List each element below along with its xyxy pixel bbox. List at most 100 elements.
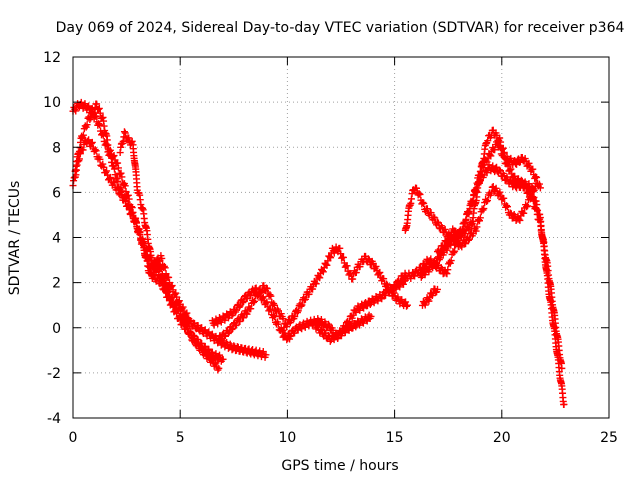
data-point	[445, 258, 453, 266]
data-point	[420, 199, 428, 207]
data-point	[491, 146, 499, 154]
data-point	[536, 210, 544, 218]
data-point	[534, 206, 542, 214]
data-point	[337, 250, 345, 258]
data-point	[345, 318, 353, 326]
data-point	[376, 268, 384, 276]
x-tick-label: 25	[600, 430, 618, 446]
data-point	[247, 305, 255, 313]
data-point	[352, 269, 360, 277]
data-point	[322, 260, 330, 268]
data-point	[230, 342, 238, 350]
data-point	[152, 267, 160, 275]
data-point	[423, 205, 431, 213]
data-point	[367, 312, 375, 320]
data-point	[326, 253, 334, 261]
data-point	[165, 288, 173, 296]
data-point	[117, 169, 125, 177]
data-point	[536, 184, 544, 192]
data-point	[476, 214, 484, 222]
data-point	[103, 167, 111, 175]
y-tick-label: 12	[43, 50, 61, 66]
data-point	[79, 131, 87, 139]
data-point	[274, 320, 282, 328]
data-point	[266, 291, 274, 299]
data-point	[201, 348, 209, 356]
data-point	[127, 203, 135, 211]
data-point	[110, 165, 118, 173]
data-point	[473, 223, 481, 231]
data-point	[125, 195, 133, 203]
data-point	[179, 303, 187, 311]
data-point	[532, 173, 540, 181]
data-point	[399, 280, 407, 288]
data-point	[425, 268, 433, 276]
data-point	[336, 244, 344, 252]
data-point	[435, 249, 443, 257]
data-point	[412, 184, 420, 192]
data-point	[531, 183, 539, 191]
data-point	[86, 116, 94, 124]
chart-title: Day 069 of 2024, Sidereal Day-to-day VTE…	[56, 20, 625, 36]
data-point	[560, 400, 568, 408]
y-tick-label: -2	[47, 366, 61, 382]
data-point	[161, 264, 169, 272]
data-point	[305, 290, 313, 298]
data-point	[172, 289, 180, 297]
data-point	[267, 292, 275, 300]
data-point	[106, 146, 114, 154]
data-point	[500, 194, 508, 202]
y-tick-label: 2	[52, 276, 61, 292]
data-point	[219, 355, 227, 363]
data-point	[364, 255, 372, 263]
data-point	[496, 134, 504, 142]
data-point	[267, 305, 275, 313]
data-point	[215, 364, 223, 372]
data-point	[428, 263, 436, 271]
data-point	[121, 129, 129, 137]
data-point	[450, 249, 458, 257]
data-point	[81, 100, 89, 108]
data-point	[232, 321, 240, 329]
data-point	[96, 155, 104, 163]
data-point	[507, 165, 515, 173]
data-point	[443, 239, 451, 247]
data-point	[309, 285, 317, 293]
data-point	[472, 227, 480, 235]
data-point	[533, 201, 541, 209]
data-point	[236, 317, 244, 325]
data-point	[495, 166, 503, 174]
data-point	[366, 300, 374, 308]
data-point	[447, 241, 455, 249]
data-point	[175, 297, 183, 305]
data-point	[433, 259, 441, 267]
tick-labels: 0 5 10 15 20 25 -4 -2 0 2 4 6 8 10 12	[43, 50, 618, 446]
data-point	[447, 233, 455, 241]
data-point	[506, 166, 514, 174]
data-point	[83, 121, 91, 129]
data-point	[212, 359, 220, 367]
data-point	[457, 232, 465, 240]
data-point	[136, 228, 144, 236]
data-point	[262, 351, 270, 359]
data-point	[312, 280, 320, 288]
data-point	[339, 253, 347, 261]
data-point	[444, 266, 452, 274]
data-point	[483, 169, 491, 177]
data-point	[419, 198, 427, 206]
data-point	[271, 301, 279, 309]
y-tick-label: 8	[52, 140, 61, 156]
axis-ticks	[72, 56, 610, 419]
data-point	[96, 121, 104, 129]
data-point	[87, 140, 95, 148]
data-point	[121, 182, 129, 190]
x-tick-label: 20	[493, 430, 511, 446]
data-point	[443, 246, 451, 254]
data-point	[527, 192, 535, 200]
data-point	[243, 310, 251, 318]
data-point	[208, 355, 216, 363]
y-tick-label: 0	[52, 321, 61, 337]
data-point	[529, 165, 537, 173]
data-point	[403, 301, 411, 309]
